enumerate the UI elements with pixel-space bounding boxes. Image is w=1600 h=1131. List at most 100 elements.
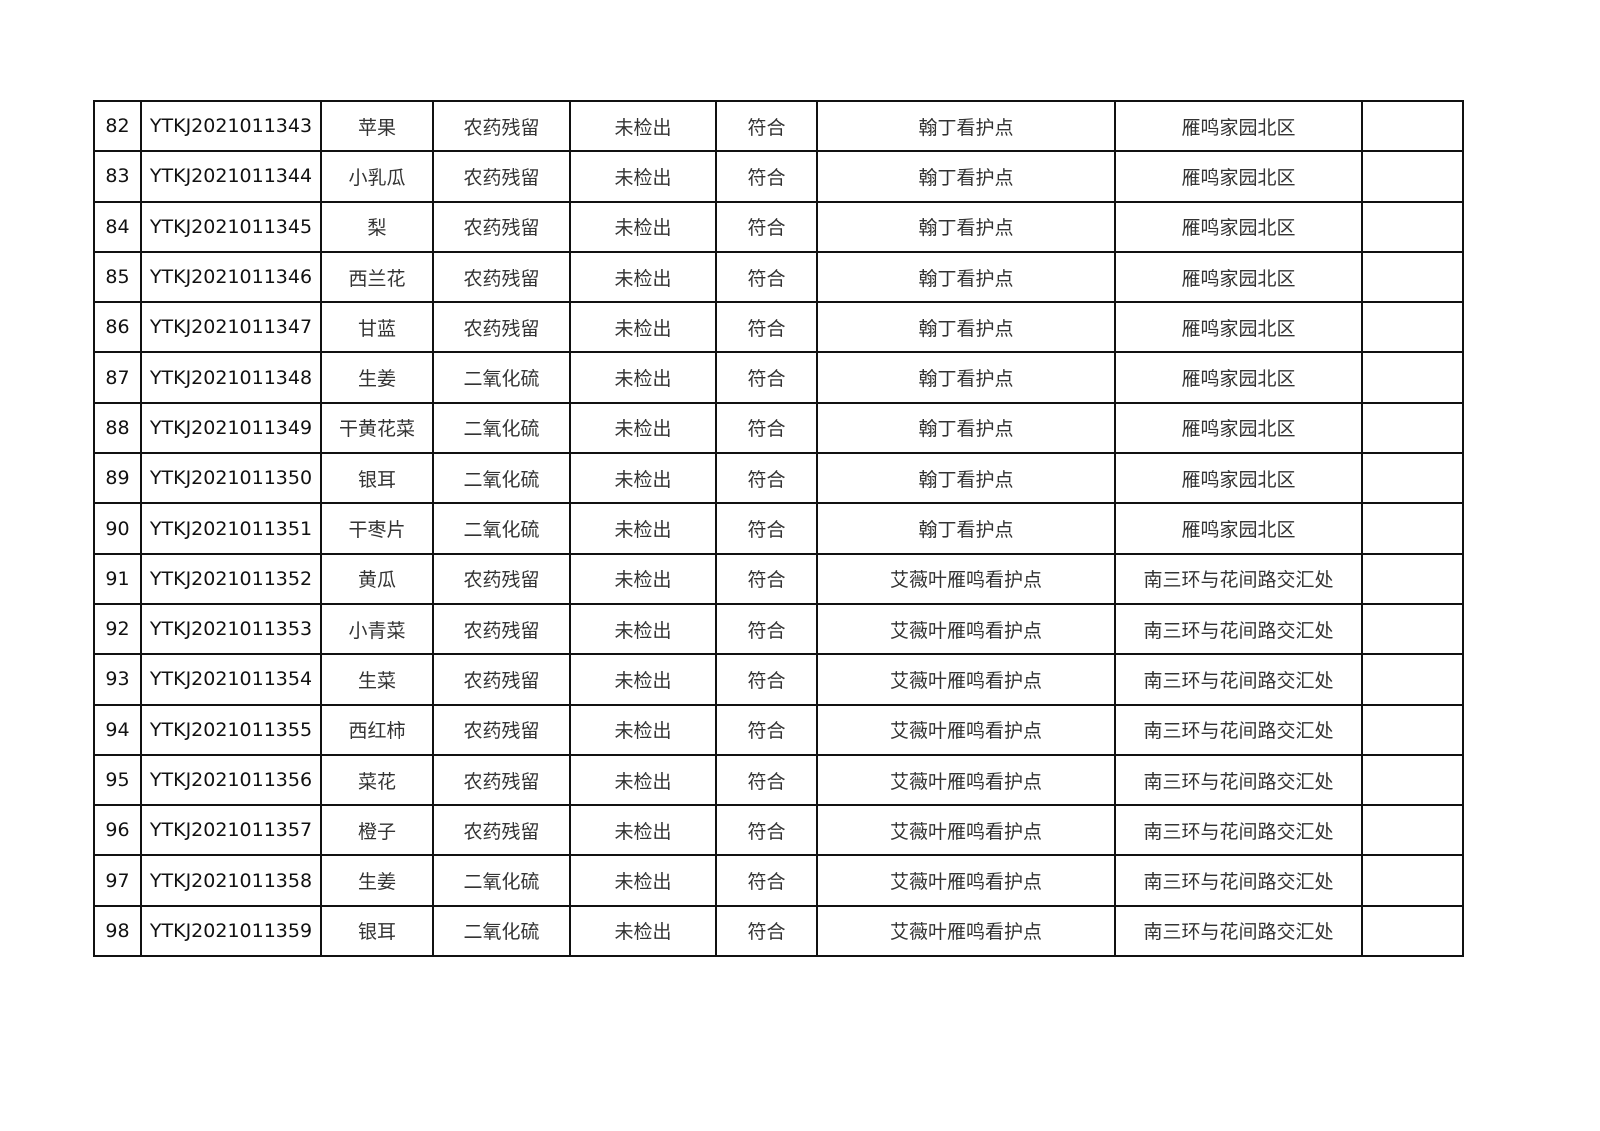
test-item-cell: 二氧化硫	[432, 854, 571, 907]
sample-code-cell: YTKJ2021011347	[140, 301, 322, 354]
location-cell: 雁鸣家园北区	[1114, 99, 1363, 153]
sample-code-cell: YTKJ2021011344	[140, 150, 322, 203]
verdict-cell: 符合	[715, 753, 818, 807]
sample-code-cell: YTKJ2021011351	[140, 502, 322, 555]
verdict-cell: 符合	[715, 150, 818, 203]
sample-name-cell: 西红柿	[320, 703, 434, 756]
sample-code-cell: YTKJ2021011353	[140, 602, 322, 656]
row-number-cell: 92	[93, 602, 142, 656]
sample-code-cell: YTKJ2021011359	[140, 904, 322, 958]
table-row: 92 YTKJ2021011353 小青菜 农药残留 未检出 符合 艾薇叶雁鸣看护点 南三环与…	[93, 602, 1464, 656]
sample-code-cell: YTKJ2021011346	[140, 250, 322, 304]
table-row: 84 YTKJ2021011345 梨农药残留 未检出 符合 翰丁看护点 雁鸣家园北区	[93, 200, 1464, 253]
test-item-cell: 二氧化硫	[432, 452, 571, 505]
location-cell: 雁鸣家园北区	[1114, 401, 1363, 455]
sample-name-cell: 生姜	[320, 854, 434, 907]
test-result-cell: 未检出	[569, 804, 717, 857]
verdict-cell: 符合	[715, 200, 818, 253]
test-result-cell: 未检出	[569, 753, 717, 807]
location-cell: 雁鸣家园北区	[1114, 351, 1363, 404]
verdict-cell: 符合	[715, 552, 818, 605]
table-row: 82 YTKJ2021011343 苹果 农药残留 未检出 符合 翰丁看护点 雁鸣家园北区	[93, 99, 1464, 153]
test-item-cell: 二氧化硫	[432, 904, 571, 958]
sampling-site-cell: 艾薇叶雁鸣看护点	[816, 653, 1116, 706]
sample-code-cell: YTKJ2021011350	[140, 452, 322, 505]
test-result-cell: 未检出	[569, 703, 717, 756]
remark-cell	[1361, 552, 1464, 605]
test-result-cell: 未检出	[569, 552, 717, 605]
table-row: 83 YTKJ2021011344 小乳瓜 农药残留 未检出 符合 翰丁看护点 雁鸣家园北区	[93, 150, 1464, 203]
sampling-site-cell: 翰丁看护点	[816, 301, 1116, 354]
sample-code-cell: YTKJ2021011348	[140, 351, 322, 404]
remark-cell	[1361, 351, 1464, 404]
test-item-cell: 二氧化硫	[432, 351, 571, 404]
row-number-cell: 93	[93, 653, 142, 706]
row-number-cell: 94	[93, 703, 142, 756]
sampling-site-cell: 翰丁看护点	[816, 351, 1116, 404]
verdict-cell: 符合	[715, 250, 818, 304]
location-cell: 雁鸣家园北区	[1114, 250, 1363, 304]
location-cell: 南三环与花间路交汇处	[1114, 703, 1363, 756]
test-result-cell: 未检出	[569, 99, 717, 153]
sampling-site-cell: 翰丁看护点	[816, 150, 1116, 203]
remark-cell	[1361, 653, 1464, 706]
test-item-cell: 农药残留	[432, 804, 571, 857]
row-number-cell: 90	[93, 502, 142, 555]
test-result-cell: 未检出	[569, 200, 717, 253]
sample-name-cell: 银耳	[320, 904, 434, 958]
sampling-site-cell: 艾薇叶雁鸣看护点	[816, 602, 1116, 656]
table-row: 90 YTKJ2021011351 干枣片 二氧化硫 未检出 符合 翰丁看护点 雁鸣家园北区	[93, 502, 1464, 555]
row-number-cell: 89	[93, 452, 142, 505]
sample-name-cell: 苹果	[320, 99, 434, 153]
sample-name-cell: 甘蓝	[320, 301, 434, 354]
sample-code-cell: YTKJ2021011356	[140, 753, 322, 807]
table-row: 94 YTKJ2021011355 西红柿 农药残留 未检出 符合 艾薇叶雁鸣看护点 南三环与…	[93, 703, 1464, 756]
row-number-cell: 86	[93, 301, 142, 354]
location-cell: 南三环与花间路交汇处	[1114, 552, 1363, 605]
row-number-cell: 97	[93, 854, 142, 907]
remark-cell	[1361, 753, 1464, 807]
row-number-cell: 82	[93, 99, 142, 153]
sample-name-cell: 西兰花	[320, 250, 434, 304]
test-result-cell: 未检出	[569, 502, 717, 555]
location-cell: 南三环与花间路交汇处	[1114, 753, 1363, 807]
table-row: 96 YTKJ2021011357 橙子 农药残留 未检出 符合 艾薇叶雁鸣看护点 南三环与花…	[93, 804, 1464, 857]
test-item-cell: 农药残留	[432, 99, 571, 153]
verdict-cell: 符合	[715, 653, 818, 706]
verdict-cell: 符合	[715, 351, 818, 404]
sampling-site-cell: 艾薇叶雁鸣看护点	[816, 904, 1116, 958]
test-item-cell: 农药残留	[432, 250, 571, 304]
remark-cell	[1361, 452, 1464, 505]
row-number-cell: 95	[93, 753, 142, 807]
test-item-cell: 农药残留	[432, 301, 571, 354]
sample-name-cell: 黄瓜	[320, 552, 434, 605]
location-cell: 南三环与花间路交汇处	[1114, 804, 1363, 857]
test-result-cell: 未检出	[569, 653, 717, 706]
location-cell: 雁鸣家园北区	[1114, 452, 1363, 505]
remark-cell	[1361, 854, 1464, 907]
verdict-cell: 符合	[715, 804, 818, 857]
test-result-cell: 未检出	[569, 301, 717, 354]
verdict-cell: 符合	[715, 904, 818, 958]
remark-cell	[1361, 150, 1464, 203]
row-number-cell: 85	[93, 250, 142, 304]
remark-cell	[1361, 904, 1464, 958]
sampling-site-cell: 翰丁看护点	[816, 401, 1116, 455]
location-cell: 雁鸣家园北区	[1114, 200, 1363, 253]
table-row: 98 YTKJ2021011359 银耳 二氧化硫 未检出 符合 艾薇叶雁鸣看护点 南三环与花…	[93, 904, 1464, 958]
sample-code-cell: YTKJ2021011355	[140, 703, 322, 756]
verdict-cell: 符合	[715, 854, 818, 907]
test-item-cell: 农药残留	[432, 552, 571, 605]
sample-name-cell: 梨	[320, 200, 434, 253]
sampling-site-cell: 翰丁看护点	[816, 99, 1116, 153]
sample-name-cell: 小乳瓜	[320, 150, 434, 203]
test-item-cell: 农药残留	[432, 753, 571, 807]
sample-code-cell: YTKJ2021011343	[140, 99, 322, 153]
sample-name-cell: 菜花	[320, 753, 434, 807]
remark-cell	[1361, 301, 1464, 354]
remark-cell	[1361, 602, 1464, 656]
row-number-cell: 98	[93, 904, 142, 958]
table-row: 86 YTKJ2021011347 甘蓝 农药残留 未检出 符合 翰丁看护点 雁鸣家园北区	[93, 301, 1464, 354]
verdict-cell: 符合	[715, 99, 818, 153]
verdict-cell: 符合	[715, 502, 818, 555]
